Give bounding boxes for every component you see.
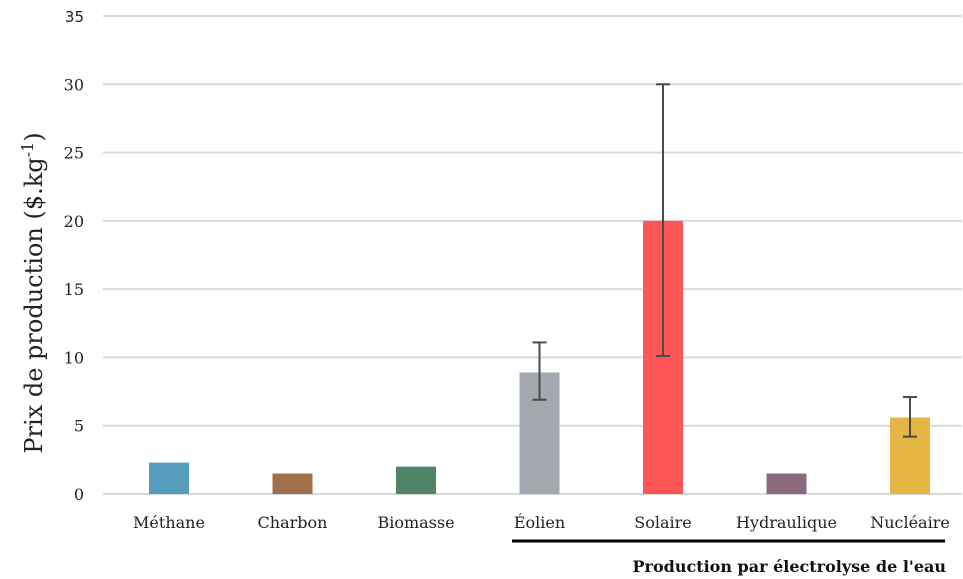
error-bar: [656, 83, 670, 358]
y-tick-label: 5: [74, 417, 84, 436]
y-tick-label: 25: [64, 144, 84, 163]
y-axis-ticks: 0 5 10 15 20 25 30 35: [64, 8, 84, 504]
bar: [272, 473, 313, 494]
grid-lines: [103, 15, 962, 495]
x-tick-label: Biomasse: [377, 513, 454, 532]
x-axis-ticks: Méthane Charbon Biomasse Éolien Solaire Hydra…: [133, 512, 950, 532]
y-tick-label: 10: [64, 348, 84, 367]
error-bar: [532, 341, 547, 401]
bar: [149, 462, 189, 494]
group-label: Production par électrolyse de l'eau: [633, 557, 947, 576]
x-tick-label: Méthane: [133, 513, 205, 532]
y-tick-label: 30: [64, 75, 84, 94]
y-axis-label: Prix de production ($.kg-1): [18, 132, 49, 453]
x-tick-label: Hydraulique: [736, 513, 837, 532]
error-bars: [532, 83, 917, 438]
bar: [396, 466, 436, 494]
y-tick-label: 35: [65, 8, 84, 26]
y-tick-label: 0: [74, 485, 84, 504]
x-tick-label: Charbon: [258, 513, 328, 532]
x-tick-label: Solaire: [634, 513, 691, 532]
y-tick-label: 15: [64, 280, 84, 299]
bar: [766, 473, 807, 494]
x-tick-label: Éolien: [514, 512, 565, 532]
error-bar: [903, 396, 917, 438]
y-tick-label: 20: [64, 212, 84, 231]
x-tick-label: Nucléaire: [870, 513, 950, 532]
